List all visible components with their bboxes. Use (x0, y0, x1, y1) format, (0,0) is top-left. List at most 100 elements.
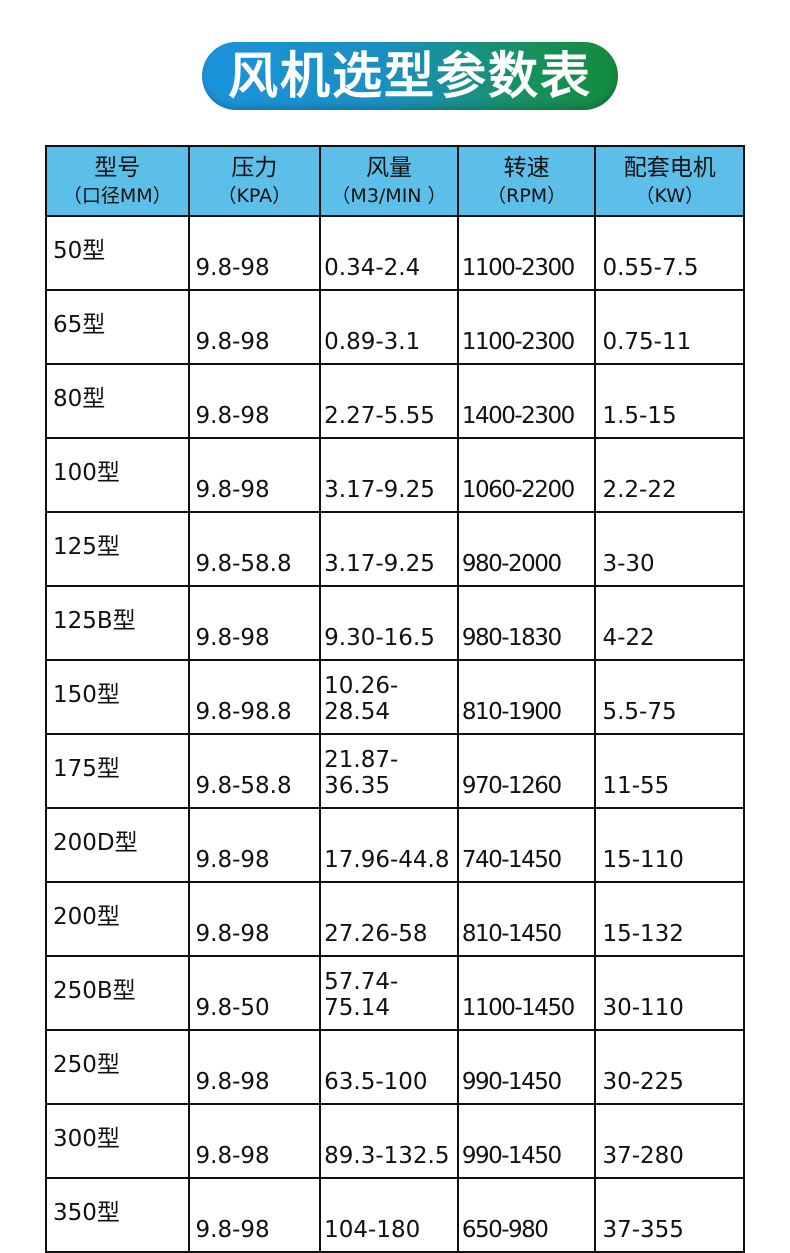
table-cell: 30-110 (594, 955, 745, 1031)
table-cell: 37-280 (594, 1103, 745, 1179)
table-cell: 9.8-98 (187, 437, 322, 513)
table-cell: 21.87-36.35 (319, 733, 459, 809)
table-cell: 30-225 (594, 1029, 745, 1105)
table-cell: 1060-2200 (456, 437, 597, 513)
table-cell: 65型 (45, 289, 190, 365)
column-header-unit: （口径MM） (62, 184, 172, 207)
table-cell: 2.27-5.55 (319, 363, 459, 439)
table-cell: 9.8-98.8 (187, 659, 322, 735)
column-header: 转速 （RPM） (456, 145, 597, 217)
column-header-unit: （KW） (635, 184, 705, 207)
column-header-unit: （M3/MIN ） (331, 184, 447, 207)
table-cell: 200D型 (45, 807, 190, 883)
table-row: 200型 9.8-98 27.26-58 810-1450 15-132 (45, 881, 745, 957)
table-cell: 57.74-75.14 (319, 955, 459, 1031)
table-cell: 4-22 (594, 585, 745, 661)
table-cell: 9.8-98 (187, 363, 322, 439)
table-cell: 11-55 (594, 733, 745, 809)
table-cell: 15-132 (594, 881, 745, 957)
table-cell: 9.8-58.8 (187, 511, 322, 587)
column-header-label: 风量 (365, 154, 412, 181)
table-cell: 17.96-44.8 (319, 807, 459, 883)
table-row: 250型 9.8-98 63.5-100 990-1450 30-225 (45, 1029, 745, 1105)
table-cell: 100型 (45, 437, 190, 513)
table-cell: 3.17-9.25 (319, 437, 459, 513)
column-header-label: 转速 (503, 154, 550, 181)
column-header-unit: （RPM） (487, 184, 567, 207)
table-row: 125B型 9.8-98 9.30-16.5 980-1830 4-22 (45, 585, 745, 661)
table-cell: 3.17-9.25 (319, 511, 459, 587)
table-cell: 3-30 (594, 511, 745, 587)
table-cell: 970-1260 (456, 733, 597, 809)
table-row: 100型 9.8-98 3.17-9.25 1060-2200 2.2-22 (45, 437, 745, 513)
table-row: 200D型 9.8-98 17.96-44.8 740-1450 15-110 (45, 807, 745, 883)
table-cell: 9.8-98 (187, 289, 322, 365)
table-cell: 980-1830 (456, 585, 597, 661)
table-cell: 10.26-28.54 (319, 659, 459, 735)
table-cell: 1.5-15 (594, 363, 745, 439)
table-cell: 9.8-98 (187, 1029, 322, 1105)
table-row: 300型 9.8-98 89.3-132.5 990-1450 37-280 (45, 1103, 745, 1179)
table-cell: 0.89-3.1 (319, 289, 459, 365)
table-cell: 0.75-11 (594, 289, 745, 365)
column-header-unit: （KPA） (217, 184, 292, 207)
table-cell: 350型 (45, 1177, 190, 1253)
table-cell: 2.2-22 (594, 437, 745, 513)
table-cell: 740-1450 (456, 807, 597, 883)
table-cell: 125B型 (45, 585, 190, 661)
table-row: 65型 9.8-98 0.89-3.1 1100-2300 0.75-11 (45, 289, 745, 365)
table-cell: 650-980 (456, 1177, 597, 1253)
table-cell: 1400-2300 (456, 363, 597, 439)
table-cell: 250型 (45, 1029, 190, 1105)
table-cell: 89.3-132.5 (319, 1103, 459, 1179)
column-header: 型号 （口径MM） (45, 145, 190, 217)
table-cell: 810-1900 (456, 659, 597, 735)
table-cell: 810-1450 (456, 881, 597, 957)
table-cell: 5.5-75 (594, 659, 745, 735)
table-cell: 50型 (45, 215, 190, 291)
table-cell: 9.8-98 (187, 1177, 322, 1253)
table-row: 350型 9.8-98 104-180 650-980 37-355 (45, 1177, 745, 1253)
table-cell: 9.8-98 (187, 215, 322, 291)
table-cell: 1100-2300 (456, 289, 597, 365)
table-row: 125型 9.8-58.8 3.17-9.25 980-2000 3-30 (45, 511, 745, 587)
fan-parameter-table: 型号 （口径MM） 压力 （KPA） 风量 （M3/MIN ） 转速 （RPM） 配套电机 （KW… (45, 145, 745, 1253)
column-header: 压力 （KPA） (187, 145, 322, 217)
table-cell: 150型 (45, 659, 190, 735)
table-cell: 37-355 (594, 1177, 745, 1253)
table-cell: 0.34-2.4 (319, 215, 459, 291)
table-row: 150型 9.8-98.8 10.26-28.54 810-1900 5.5-75 (45, 659, 745, 735)
table-row: 80型 9.8-98 2.27-5.55 1400-2300 1.5-15 (45, 363, 745, 439)
table-cell: 200型 (45, 881, 190, 957)
table-row: 250B型 9.8-50 57.74-75.14 1100-1450 30-110 (45, 955, 745, 1031)
page-title: 风机选型参数表 (202, 42, 618, 110)
table-cell: 300型 (45, 1103, 190, 1179)
column-header: 风量 （M3/MIN ） (319, 145, 459, 217)
table-cell: 125型 (45, 511, 190, 587)
table-cell: 250B型 (45, 955, 190, 1031)
table-cell: 9.30-16.5 (319, 585, 459, 661)
table-cell: 9.8-98 (187, 807, 322, 883)
table-cell: 990-1450 (456, 1103, 597, 1179)
table-cell: 9.8-98 (187, 585, 322, 661)
column-header-label: 型号 (94, 154, 141, 181)
table-cell: 15-110 (594, 807, 745, 883)
table-cell: 63.5-100 (319, 1029, 459, 1105)
column-header-label: 配套电机 (623, 154, 716, 181)
column-header: 配套电机 （KW） (594, 145, 745, 217)
table-cell: 0.55-7.5 (594, 215, 745, 291)
table-header-row: 型号 （口径MM） 压力 （KPA） 风量 （M3/MIN ） 转速 （RPM） 配套电机 （KW… (45, 145, 745, 217)
table-row: 175型 9.8-58.8 21.87-36.35 970-1260 11-55 (45, 733, 745, 809)
table-cell: 980-2000 (456, 511, 597, 587)
table-cell: 9.8-50 (187, 955, 322, 1031)
column-header-label: 压力 (231, 154, 278, 181)
table-cell: 27.26-58 (319, 881, 459, 957)
table-cell: 9.8-98 (187, 1103, 322, 1179)
table-cell: 1100-2300 (456, 215, 597, 291)
table-cell: 80型 (45, 363, 190, 439)
table-cell: 175型 (45, 733, 190, 809)
table-cell: 104-180 (319, 1177, 459, 1253)
table-cell: 9.8-98 (187, 881, 322, 957)
table-cell: 1100-1450 (456, 955, 597, 1031)
table-cell: 9.8-58.8 (187, 733, 322, 809)
